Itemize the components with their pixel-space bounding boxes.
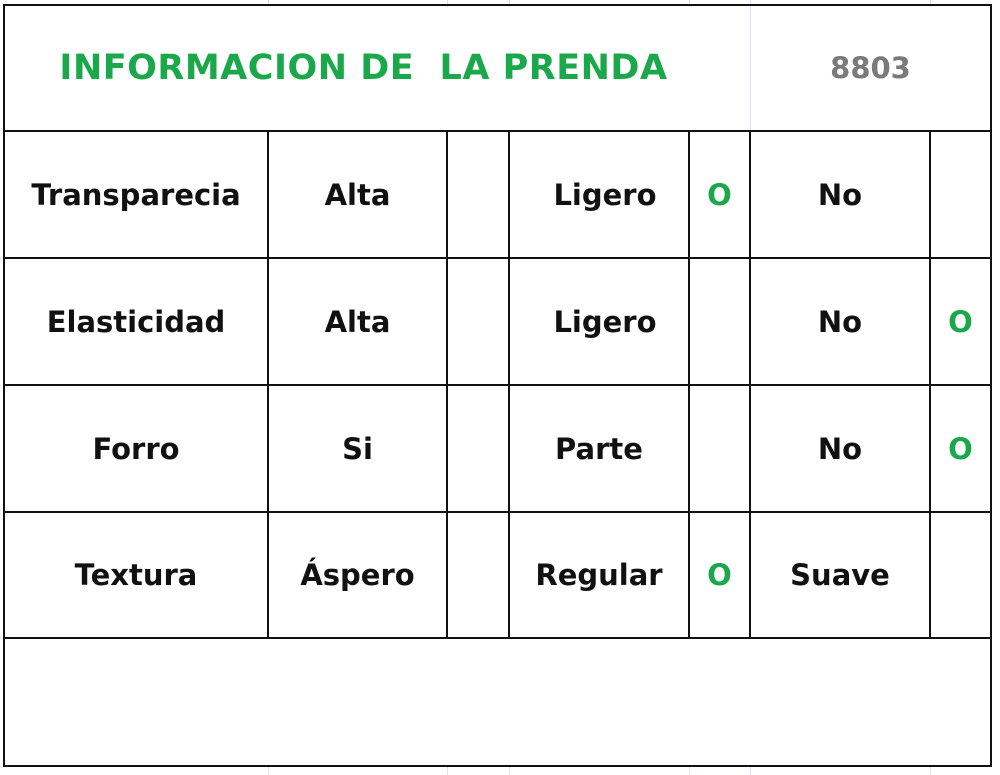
selection-mark: O: [707, 177, 732, 212]
row-label: Transparecia: [31, 177, 241, 212]
selection-mark: [448, 259, 508, 384]
option-cell: Ligero: [553, 304, 657, 339]
row-label: Textura: [74, 558, 198, 592]
option-cell: Si: [342, 431, 373, 466]
option-cell: Áspero: [300, 558, 415, 592]
option-cell: Parte: [555, 431, 643, 466]
selection-mark: [690, 386, 749, 511]
selection-mark: O: [707, 558, 732, 592]
selection-mark: O: [948, 304, 973, 339]
row-label: Elasticidad: [46, 304, 226, 339]
selection-mark: [448, 386, 508, 511]
selection-mark: [690, 259, 749, 384]
option-cell: Regular: [535, 558, 663, 592]
selection-mark: [448, 132, 508, 257]
row-label: Forro: [92, 431, 180, 466]
option-cell: Alta: [324, 304, 391, 339]
selection-mark: [931, 513, 990, 637]
option-cell: No: [817, 177, 863, 212]
garment-code: 8803: [830, 51, 911, 85]
option-cell: Suave: [790, 558, 890, 592]
selection-mark: [448, 513, 508, 637]
page-title: INFORMACION DE LA PRENDA: [59, 48, 668, 88]
selection-mark: [931, 132, 990, 257]
option-cell: No: [817, 304, 863, 339]
option-cell: Ligero: [553, 177, 657, 212]
empty-notes-row: [5, 639, 990, 765]
option-cell: No: [817, 431, 863, 466]
selection-mark: O: [948, 431, 973, 466]
option-cell: Alta: [324, 177, 391, 212]
